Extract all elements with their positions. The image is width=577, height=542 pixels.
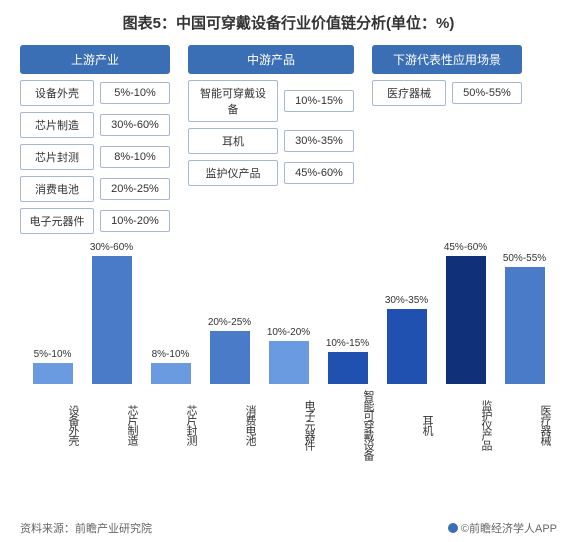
x-axis-label: 监护仪产品 xyxy=(437,390,494,460)
row-label: 医疗器械 xyxy=(372,80,446,106)
bar xyxy=(328,352,368,384)
row-label: 芯片封测 xyxy=(20,144,94,170)
x-axis-label: 芯片制造 xyxy=(83,390,140,460)
bar-wrap: 10%-20% xyxy=(260,327,317,384)
table-row: 耳机 30%-35% xyxy=(188,128,354,154)
row-value: 10%-15% xyxy=(284,90,354,112)
row-label: 消费电池 xyxy=(20,176,94,202)
row-value: 8%-10% xyxy=(100,146,170,168)
bar-value-label: 30%-60% xyxy=(90,242,133,253)
bar-value-label: 20%-25% xyxy=(208,317,251,328)
bar-wrap: 8%-10% xyxy=(142,349,199,384)
bar-value-label: 30%-35% xyxy=(385,295,428,306)
row-label: 耳机 xyxy=(188,128,278,154)
table-row: 智能可穿戴设备 10%-15% xyxy=(188,80,354,122)
bar xyxy=(151,363,191,384)
chart-title: 图表5：中国可穿戴设备行业价值链分析(单位：%) xyxy=(20,12,557,33)
bar-chart: 5%-10% 30%-60% 8%-10% 20%-25% 10%-20% 10%-15%… xyxy=(20,244,557,444)
x-axis-label: 电子元器件 xyxy=(260,390,317,460)
column-header: 上游产业 xyxy=(20,45,170,74)
x-axis-label: 消费电池 xyxy=(201,390,258,460)
row-value: 30%-60% xyxy=(100,114,170,136)
bar xyxy=(269,341,309,384)
source-text: 资料来源：前瞻产业研究院 xyxy=(20,520,152,536)
row-label: 设备外壳 xyxy=(20,80,94,106)
bar-value-label: 45%-60% xyxy=(444,242,487,253)
bar-wrap: 50%-55% xyxy=(496,253,553,384)
logo-icon xyxy=(448,523,458,533)
bar-value-label: 10%-15% xyxy=(326,338,369,349)
column-header: 下游代表性应用场景 xyxy=(372,45,522,74)
bar xyxy=(210,331,250,384)
table-row: 电子元器件 10%-20% xyxy=(20,208,170,234)
value-chain-table: 上游产业设备外壳 5%-10% 芯片制造 30%-60% 芯片封测 8%-10% 消费电池 2… xyxy=(20,45,557,234)
x-axis-label: 芯片封测 xyxy=(142,390,199,460)
bar-wrap: 5%-10% xyxy=(24,349,81,384)
app-name: ©前瞻经济学人APP xyxy=(461,520,557,536)
bar xyxy=(387,309,427,384)
row-value: 20%-25% xyxy=(100,178,170,200)
copyright: ©前瞻经济学人APP xyxy=(448,520,557,536)
table-row: 设备外壳 5%-10% xyxy=(20,80,170,106)
row-label: 电子元器件 xyxy=(20,208,94,234)
table-row: 消费电池 20%-25% xyxy=(20,176,170,202)
bar-value-label: 8%-10% xyxy=(152,349,190,360)
column-header: 中游产品 xyxy=(188,45,354,74)
bar xyxy=(33,363,73,384)
bar-wrap: 30%-35% xyxy=(378,295,435,384)
x-axis-label: 耳机 xyxy=(378,390,435,460)
table-row: 芯片制造 30%-60% xyxy=(20,112,170,138)
bar-wrap: 10%-15% xyxy=(319,338,376,384)
table-row: 芯片封测 8%-10% xyxy=(20,144,170,170)
bar-wrap: 45%-60% xyxy=(437,242,494,384)
row-label: 监护仪产品 xyxy=(188,160,278,186)
row-label: 智能可穿戴设备 xyxy=(188,80,278,122)
value-chain-column: 下游代表性应用场景医疗器械 50%-55% xyxy=(372,45,522,234)
x-axis-label: 医疗器械 xyxy=(496,390,553,460)
x-axis-label: 设备外壳 xyxy=(24,390,81,460)
row-value: 45%-60% xyxy=(284,162,354,184)
footer: 资料来源：前瞻产业研究院 ©前瞻经济学人APP xyxy=(20,520,557,536)
row-value: 10%-20% xyxy=(100,210,170,232)
bar xyxy=(446,256,486,384)
value-chain-column: 中游产品智能可穿戴设备 10%-15% 耳机 30%-35% 监护仪产品 45%-60% xyxy=(188,45,354,234)
bar-wrap: 20%-25% xyxy=(201,317,258,384)
bar-wrap: 30%-60% xyxy=(83,242,140,384)
x-axis-label: 智能可穿戴设备 xyxy=(319,390,376,460)
bar-value-label: 10%-20% xyxy=(267,327,310,338)
table-row: 医疗器械 50%-55% xyxy=(372,80,522,106)
row-label: 芯片制造 xyxy=(20,112,94,138)
row-value: 50%-55% xyxy=(452,82,522,104)
bar xyxy=(505,267,545,384)
row-value: 5%-10% xyxy=(100,82,170,104)
bar-value-label: 50%-55% xyxy=(503,253,546,264)
value-chain-column: 上游产业设备外壳 5%-10% 芯片制造 30%-60% 芯片封测 8%-10% 消费电池 2… xyxy=(20,45,170,234)
row-value: 30%-35% xyxy=(284,130,354,152)
bar-value-label: 5%-10% xyxy=(34,349,72,360)
table-row: 监护仪产品 45%-60% xyxy=(188,160,354,186)
bar xyxy=(92,256,132,384)
